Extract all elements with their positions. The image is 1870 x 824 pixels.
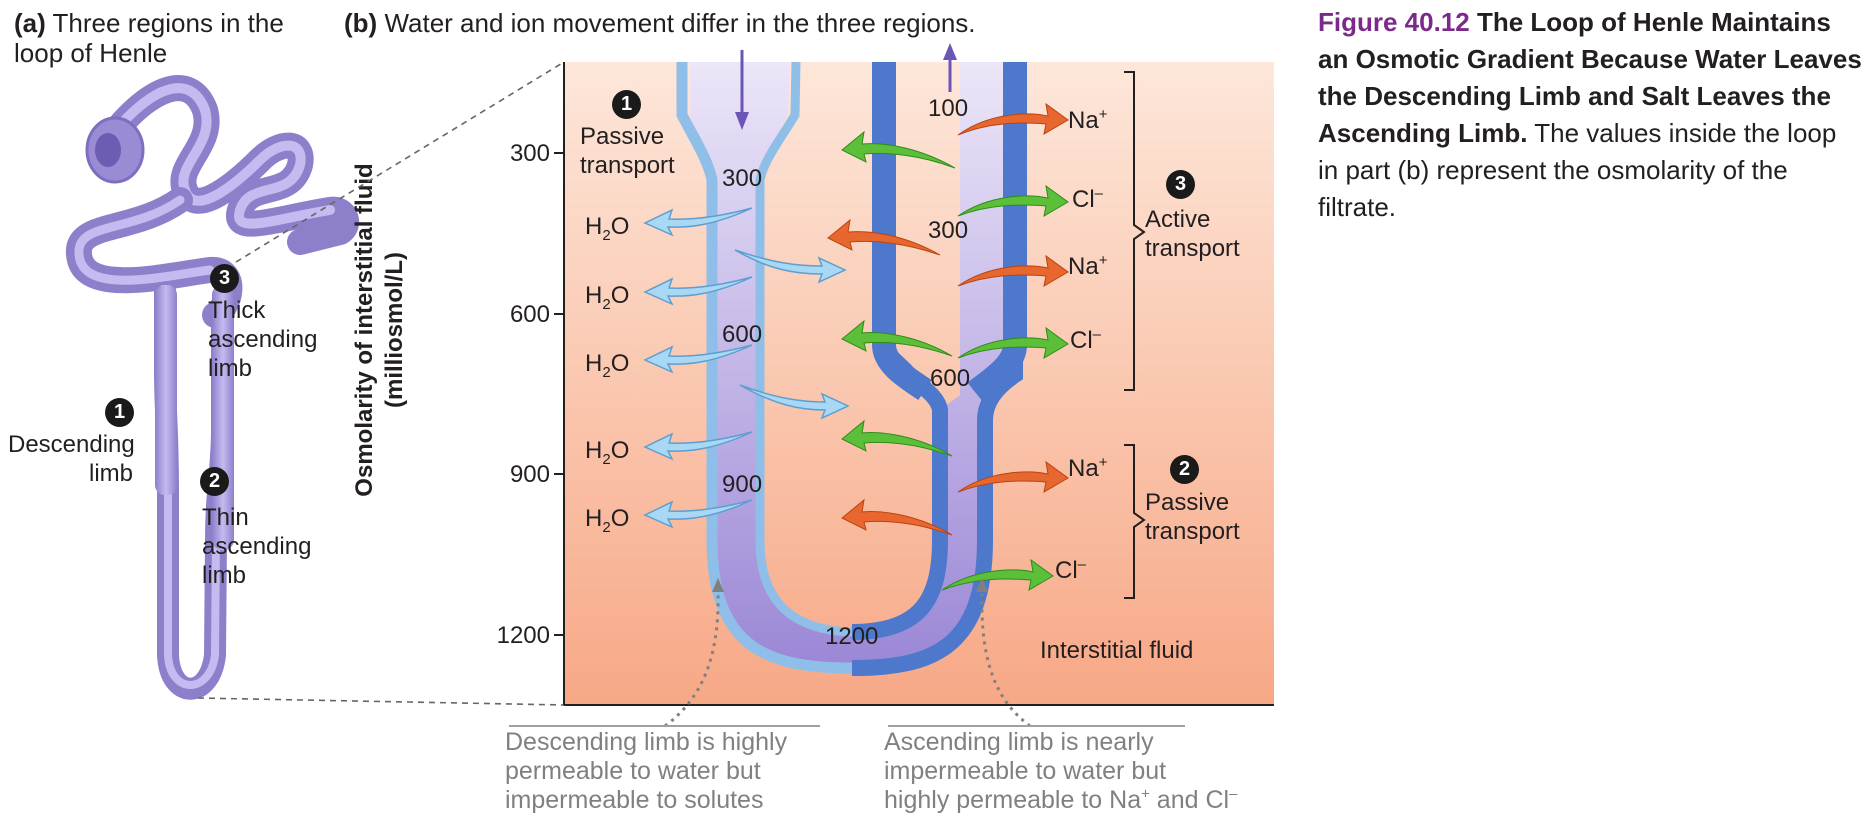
zoom-line-bottom xyxy=(197,697,565,706)
badge-thick-ascending: 3 xyxy=(210,264,239,293)
flow-out-arrow xyxy=(943,43,957,92)
descending-limb-inner-wall xyxy=(755,61,853,637)
water-label: H2O xyxy=(585,282,630,313)
label-passive-top: Passive transport xyxy=(580,123,675,179)
figure-title: The Loop of Henle Maintains an Osmotic G… xyxy=(1318,7,1862,148)
chloride-label: Cl– xyxy=(1072,185,1104,213)
zoom-line-top xyxy=(235,61,565,263)
label-active: Active transport xyxy=(1145,206,1240,262)
figure-number: Figure 40.12 xyxy=(1318,7,1470,37)
filtrate-value-desc-600: 600 xyxy=(722,321,763,348)
pointer-descending xyxy=(664,589,720,728)
water-arrows xyxy=(643,207,753,529)
sodium-label: Na+ xyxy=(1068,252,1108,280)
water-label: H2O xyxy=(585,350,630,381)
y-tick-label: 1200 xyxy=(496,622,550,649)
y-tick-label: 900 xyxy=(509,461,550,488)
figure-caption: Figure 40.12 The Loop of Henle Maintains… xyxy=(1318,4,1863,226)
badge-descending: 1 xyxy=(105,398,134,427)
badge-passive-bottom: 2 xyxy=(1170,455,1199,484)
pointer-ascending xyxy=(980,589,1031,728)
part-a-title: (a) Three regions in the loop of Henle xyxy=(14,8,284,68)
water-label: H2O xyxy=(585,505,630,536)
badge-thin-ascending: 2 xyxy=(200,467,229,496)
part-b-title: (b) Water and ion movement differ in the… xyxy=(344,8,976,38)
badge-active: 3 xyxy=(1166,170,1195,199)
label-thick-ascending: Thick ascending limb xyxy=(208,297,318,382)
nephron-illustration xyxy=(66,75,359,700)
bracket-passive xyxy=(1124,444,1146,599)
y-tick-label: 600 xyxy=(509,301,550,328)
chloride-label: Cl– xyxy=(1070,326,1102,354)
descending-limb-outer-wall xyxy=(676,62,853,674)
chloride-arrows xyxy=(841,130,1069,591)
filtrate-value-asc-300: 300 xyxy=(928,217,969,244)
sodium-label: Na+ xyxy=(1068,106,1108,134)
water-label: H2O xyxy=(585,437,630,468)
filtrate-value-asc-600: 600 xyxy=(930,365,971,392)
filtrate-value-100: 100 xyxy=(928,95,969,122)
chloride-label: Cl– xyxy=(1055,556,1087,584)
flow-in-arrow xyxy=(735,50,749,130)
y-tick-label: 300 xyxy=(509,140,550,167)
note-ascending: Ascending limb is nearly impermeable to … xyxy=(884,728,1238,814)
label-descending: Descending limb xyxy=(8,431,135,487)
note-descending: Descending limb is highly permeable to w… xyxy=(505,728,788,814)
water-label: H2O xyxy=(585,213,630,244)
water-inward-arrows xyxy=(734,249,850,420)
figure-body: The values inside the loop in part (b) r… xyxy=(1318,118,1837,222)
filtrate-value-desc-300: 300 xyxy=(722,165,763,192)
interstitial-fluid-label: Interstitial fluid xyxy=(1040,637,1194,664)
filtrate-value-1200: 1200 xyxy=(825,623,879,650)
badge-passive-top: 1 xyxy=(612,90,641,119)
sodium-label: Na+ xyxy=(1068,454,1108,482)
filtrate-value-desc-900: 900 xyxy=(722,471,763,498)
sodium-arrows xyxy=(827,102,1069,536)
bracket-active xyxy=(1124,71,1146,391)
label-passive-bottom: Passive transport xyxy=(1145,489,1240,545)
y-ticks xyxy=(554,152,564,636)
label-thin-ascending: Thin ascending limb xyxy=(202,504,312,589)
